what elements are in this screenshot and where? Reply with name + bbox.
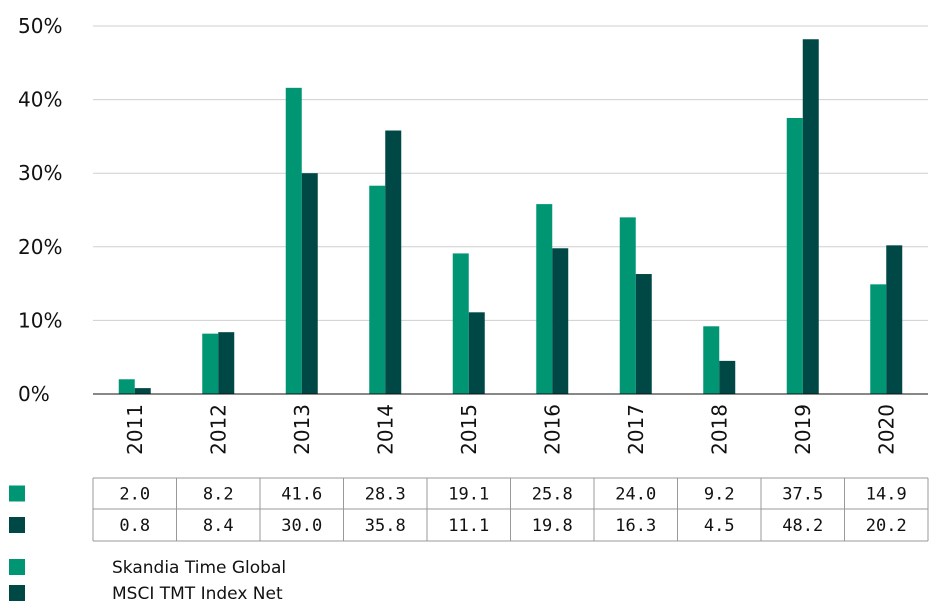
- table-cell: 28.3: [365, 485, 406, 505]
- legend-swatch: [9, 585, 25, 601]
- table-cell: 19.1: [448, 485, 489, 505]
- bar: [802, 39, 819, 395]
- x-tick-label: 2016: [540, 404, 564, 455]
- bar: [786, 118, 803, 394]
- bar: [301, 173, 318, 394]
- bar: [870, 284, 887, 394]
- y-tick-label: 30%: [18, 161, 62, 185]
- table-cell: 37.5: [782, 485, 823, 505]
- bar: [635, 274, 652, 394]
- table-cell: 9.2: [704, 485, 735, 505]
- table-cell: 41.6: [281, 485, 322, 505]
- legend-swatch: [9, 559, 25, 575]
- y-tick-label: 40%: [18, 88, 62, 112]
- table-cell: 8.4: [203, 516, 234, 536]
- table-cell: 25.8: [532, 485, 573, 505]
- legend-label: MSCI TMT Index Net: [112, 584, 283, 604]
- table-cell: 30.0: [281, 516, 322, 536]
- x-tick-label: 2013: [290, 404, 314, 455]
- bar: [468, 312, 485, 394]
- y-tick-label: 0%: [18, 382, 50, 406]
- x-tick-label: 2017: [624, 404, 648, 455]
- bar: [619, 217, 636, 394]
- table-cell: 48.2: [782, 516, 823, 536]
- bar: [452, 253, 469, 394]
- table-cell: 2.0: [119, 485, 150, 505]
- y-axis-ticks: 0% 10% 20% 30% 40% 50%: [18, 14, 62, 406]
- y-tick-label: 10%: [18, 308, 62, 332]
- bar: [886, 245, 903, 394]
- table-cell: 24.0: [615, 485, 656, 505]
- table-cell: 20.2: [866, 516, 907, 536]
- bar: [218, 332, 235, 394]
- bar: [552, 248, 569, 394]
- bar: [118, 379, 135, 394]
- data-table: 2.0 8.2 41.6 28.3 19.1 25.8 24.0 9.2 37.5 14.9 0.8…: [9, 477, 929, 542]
- table-row-swatch: [9, 517, 25, 533]
- x-tick-label: 2019: [791, 404, 815, 455]
- y-tick-label: 20%: [18, 235, 62, 259]
- y-tick-label: 50%: [18, 14, 62, 38]
- x-tick-label: 2012: [206, 404, 230, 455]
- bar: [202, 333, 219, 394]
- x-tick-label: 2020: [874, 404, 898, 455]
- x-tick-label: 2011: [123, 404, 147, 455]
- x-tick-label: 2014: [373, 404, 397, 455]
- bar: [285, 87, 302, 394]
- table-cell: 0.8: [119, 516, 150, 536]
- table-cell: 16.3: [615, 516, 656, 536]
- x-tick-label: 2018: [707, 404, 731, 455]
- bar: [369, 185, 386, 394]
- table-cell: 4.5: [704, 516, 735, 536]
- table-row-swatch: [9, 485, 25, 502]
- bar: [719, 360, 736, 394]
- table-cell: 35.8: [365, 516, 406, 536]
- bar: [703, 326, 720, 394]
- bar: [385, 130, 402, 394]
- table-cell: 19.8: [532, 516, 573, 536]
- legend-label: Skandia Time Global: [112, 558, 286, 578]
- bars: [118, 39, 903, 395]
- legend: Skandia Time Global MSCI TMT Index Net: [9, 558, 286, 604]
- x-axis-ticks: 2011 2012 2013 2014 2015 2016 2017 2018 2019 2020: [123, 404, 899, 455]
- bar: [134, 388, 151, 394]
- x-tick-label: 2015: [457, 404, 481, 455]
- table-cell: 8.2: [203, 485, 234, 505]
- table-cell: 11.1: [448, 516, 489, 536]
- bar: [536, 204, 553, 394]
- table-cell: 14.9: [866, 485, 907, 505]
